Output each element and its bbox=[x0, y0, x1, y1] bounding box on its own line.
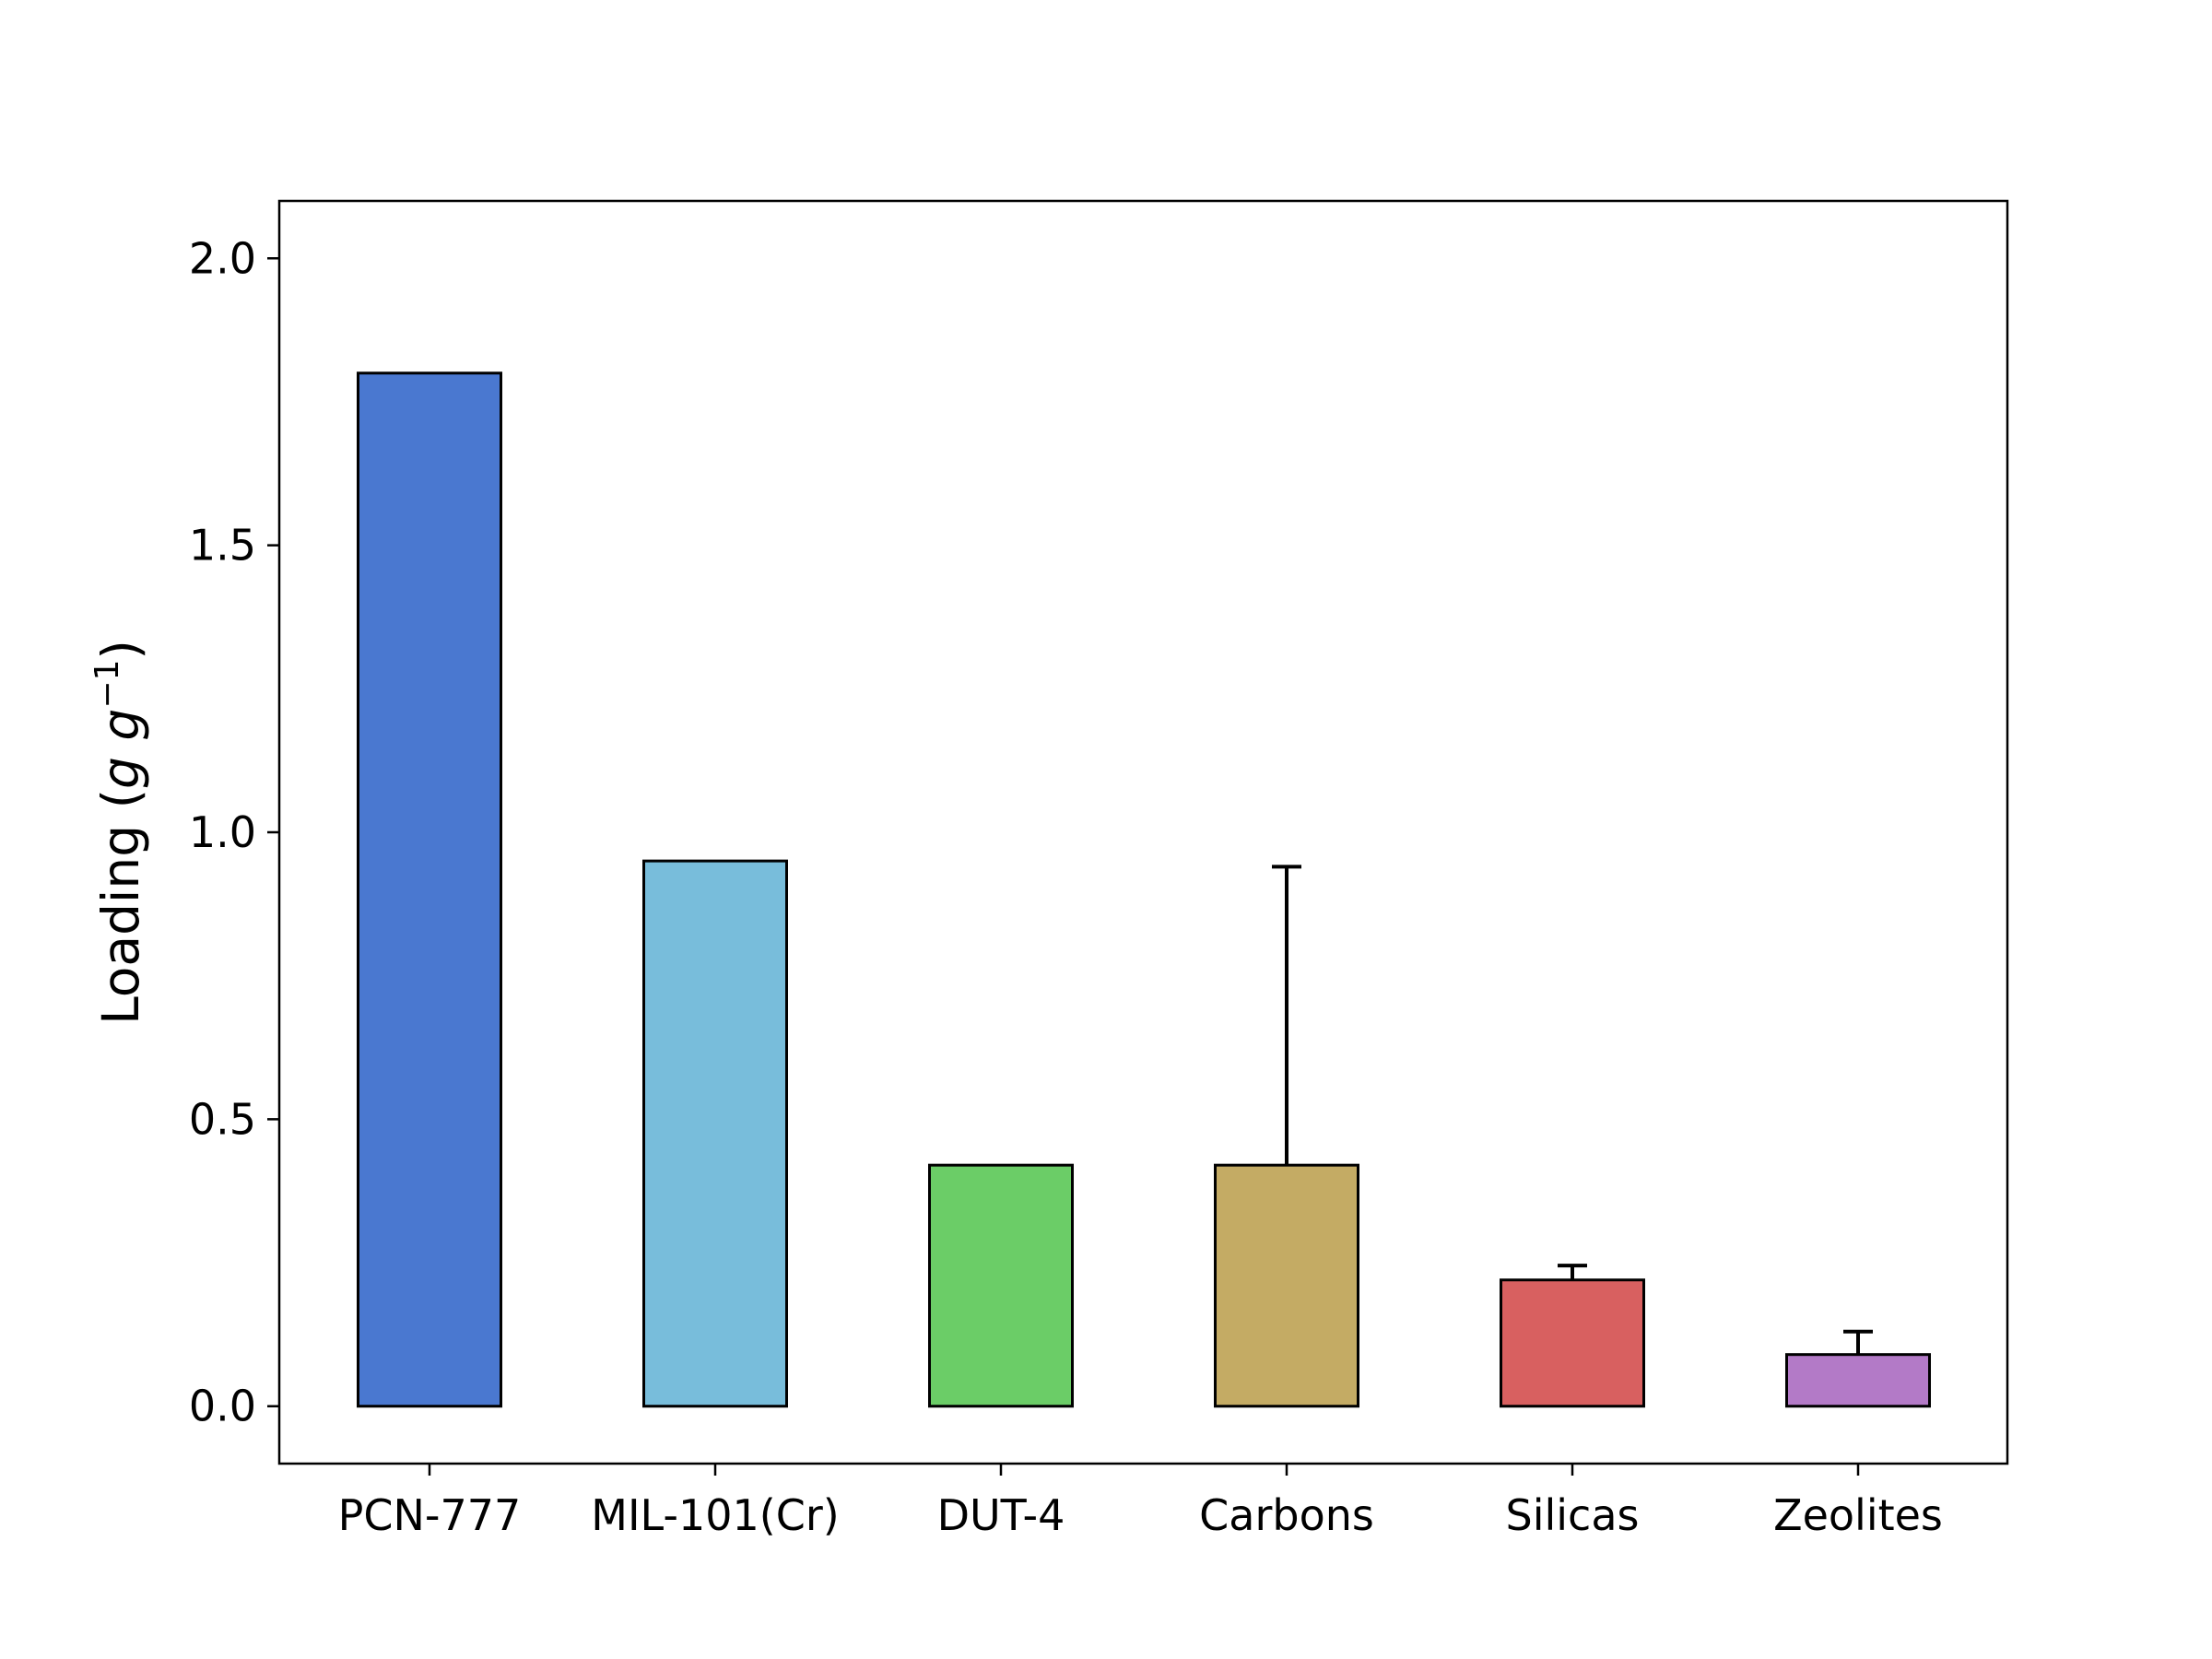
y-tick-label: 1.0 bbox=[189, 807, 256, 857]
bars-group bbox=[357, 371, 1931, 1408]
y-axis: 0.0 0.5 1.0 1.5 2.0 bbox=[189, 233, 279, 1431]
bar-dut-4 bbox=[928, 1163, 1074, 1408]
y-tick-label: 2.0 bbox=[189, 233, 256, 283]
x-tick-label: Carbons bbox=[1199, 1490, 1374, 1540]
y-axis-label-close: ) bbox=[91, 640, 150, 659]
bar-carbons bbox=[1214, 1163, 1359, 1408]
x-tick-label: DUT-4 bbox=[937, 1490, 1065, 1540]
bar-silicas bbox=[1500, 1278, 1645, 1408]
y-axis-label-exponent: −1 bbox=[88, 660, 126, 709]
x-tick-label: MIL-101(Cr) bbox=[591, 1490, 839, 1540]
error-bars-group bbox=[1272, 865, 1873, 1355]
bar-pcn-777 bbox=[357, 371, 502, 1408]
x-tick-label: Zeolites bbox=[1773, 1490, 1943, 1540]
x-tick-label: Silicas bbox=[1506, 1490, 1640, 1540]
y-axis-label-unit: g g bbox=[91, 709, 150, 789]
x-axis: PCN-777 MIL-101(Cr) DUT-4 Carbons Silicas Zeo… bbox=[338, 1464, 1943, 1540]
y-axis-label: Loading (g g−1) bbox=[88, 640, 150, 1025]
bar-zeolites bbox=[1785, 1353, 1931, 1408]
y-axis-label-text: Loading ( bbox=[91, 789, 150, 1025]
x-tick-label: PCN-777 bbox=[338, 1490, 522, 1540]
y-tick-label: 0.0 bbox=[189, 1382, 256, 1431]
y-tick-label: 0.5 bbox=[189, 1094, 256, 1144]
y-tick-label: 1.5 bbox=[189, 521, 256, 571]
bar-mil-101-cr bbox=[642, 859, 788, 1408]
